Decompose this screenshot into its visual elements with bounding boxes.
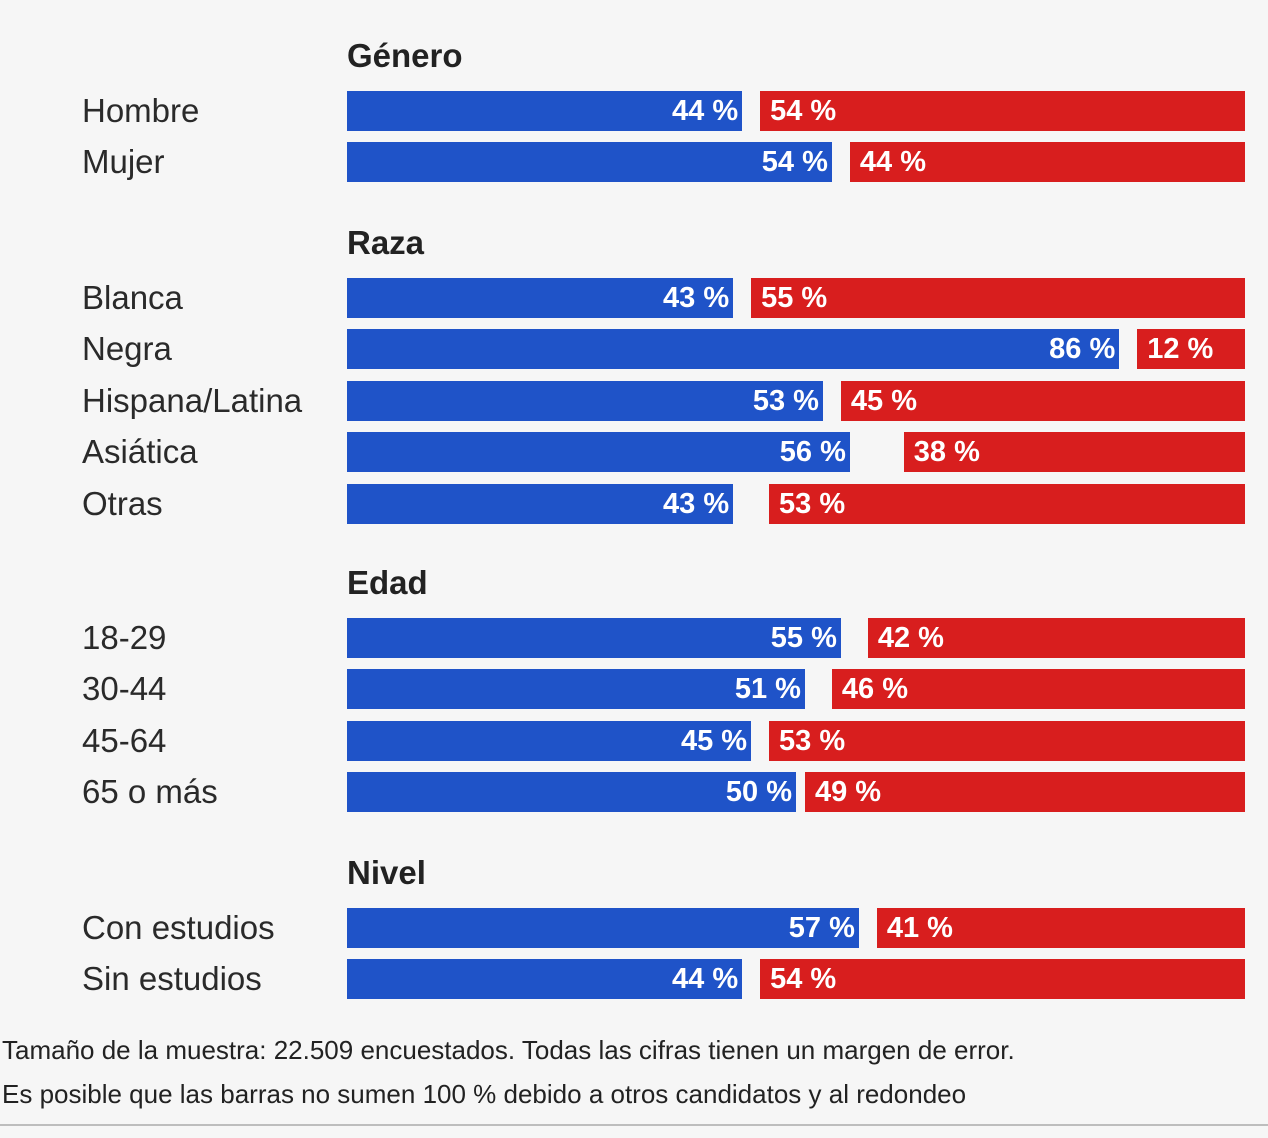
footnote-rounding: Es posible que las barras no sumen 100 %… <box>2 1079 967 1109</box>
value-label-left: 45 % <box>680 724 748 757</box>
bar-right <box>903 432 1245 473</box>
value-label-left: 56 % <box>779 436 846 469</box>
row-label: Asiática <box>82 433 198 471</box>
group-title: Raza <box>347 224 425 261</box>
bar-left <box>347 772 796 813</box>
group-title: Nivel <box>347 854 426 891</box>
bar-right <box>849 142 1245 183</box>
row-label: Hispana/Latina <box>82 381 303 419</box>
bar-left <box>347 959 743 1000</box>
value-label-left: 44 % <box>672 963 739 996</box>
row-label: Negra <box>82 330 172 368</box>
value-label-right: 55 % <box>761 282 828 314</box>
value-label-left: 57 % <box>788 912 855 944</box>
row-label: Otras <box>82 484 163 522</box>
bar-right <box>831 669 1245 710</box>
exit-poll-chart: Género Hombre 44 % 54 % Mujer 54 % 44 % Raza Bla… <box>82 37 1245 1000</box>
row-label: 30-44 <box>82 670 167 708</box>
bar-right <box>876 908 1245 948</box>
row-label: 65 o más <box>82 773 218 811</box>
bar-left <box>347 329 1120 370</box>
group-title: Género <box>347 37 463 74</box>
value-label-right: 44 % <box>859 146 926 179</box>
value-label-right: 45 % <box>850 384 917 417</box>
value-label-right: 49 % <box>814 776 882 809</box>
bar-right <box>751 278 1245 318</box>
bar-right <box>769 483 1245 524</box>
bar-left <box>347 908 859 948</box>
footnote-sample-size: Tamaño de la muestra: 22.509 encuestados… <box>2 1035 1015 1065</box>
bar-right <box>760 959 1245 1000</box>
bar-right <box>867 618 1245 658</box>
value-label-left: 53 % <box>752 384 819 417</box>
value-label-right: 41 % <box>886 912 953 944</box>
bar-right <box>769 720 1245 761</box>
value-label-left: 51 % <box>734 673 801 706</box>
value-label-left: 44 % <box>672 95 739 127</box>
value-label-right: 53 % <box>779 487 846 520</box>
value-label-right: 54 % <box>770 95 837 127</box>
value-label-right: 46 % <box>841 673 909 706</box>
bar-right <box>840 380 1245 421</box>
value-label-right: 53 % <box>779 724 846 757</box>
bar-left <box>347 618 841 658</box>
bar-left <box>347 142 832 183</box>
row-label: Sin estudios <box>82 960 262 998</box>
bar-left <box>347 432 850 473</box>
bar-left <box>347 483 734 524</box>
value-label-left: 86 % <box>1049 333 1116 366</box>
bar-right <box>760 91 1245 131</box>
row-label: Con estudios <box>82 909 275 946</box>
value-label-left: 43 % <box>663 487 730 520</box>
bar-left <box>347 278 734 318</box>
row-label: Hombre <box>82 92 200 129</box>
bar-left <box>347 380 823 421</box>
value-label-left: 54 % <box>761 146 828 179</box>
row-label: Blanca <box>82 279 183 316</box>
value-label-left: 43 % <box>663 282 730 314</box>
bar-right <box>804 772 1245 813</box>
value-label-right: 54 % <box>770 963 837 996</box>
bar-left <box>347 91 743 131</box>
row-label: 45-64 <box>82 721 167 759</box>
group-title: Edad <box>347 564 428 601</box>
value-label-left: 55 % <box>770 622 837 654</box>
row-label: Mujer <box>82 143 165 181</box>
bar-left <box>347 720 752 761</box>
row-label: 18-29 <box>82 619 167 656</box>
value-label-left: 50 % <box>725 776 792 809</box>
value-label-right: 42 % <box>877 622 944 654</box>
value-label-right: 38 % <box>913 436 980 469</box>
footer-divider <box>0 1124 1268 1126</box>
bar-right <box>1137 329 1245 370</box>
value-label-right: 12 % <box>1147 333 1214 366</box>
bar-left <box>347 669 805 710</box>
